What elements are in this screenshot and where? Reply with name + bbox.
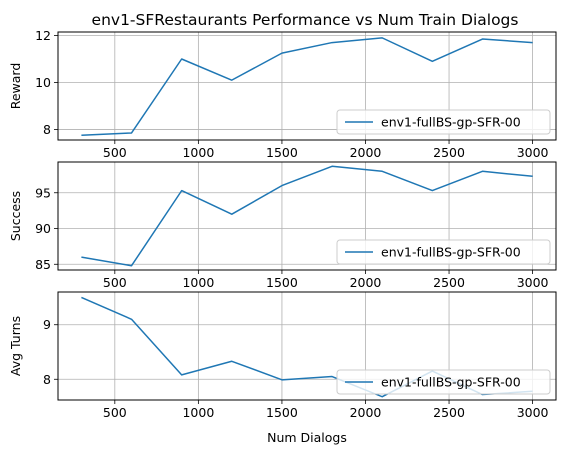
x-tick-label: 1500	[266, 405, 298, 420]
x-tick-label: 2500	[433, 145, 465, 160]
y-tick-label: 10	[35, 75, 51, 90]
y-tick-label: 85	[35, 257, 51, 272]
chart-title: env1-SFRestaurants Performance vs Num Tr…	[92, 11, 519, 29]
subplot-3: 500 1000 1500 2000 2500 3000 8 9 Avg Turns Num Di…	[8, 291, 557, 445]
y-axis-label: Reward	[8, 63, 23, 110]
legend-box	[336, 239, 551, 265]
axes-frame	[57, 31, 557, 141]
x-tick-label: 1000	[182, 145, 214, 160]
series-line	[81, 37, 533, 137]
y-tick-label: 12	[35, 28, 51, 43]
axes-frame	[57, 291, 557, 401]
y-tick-label: 8	[43, 372, 51, 387]
legend: env1-fullBS-gp-SFR-00	[336, 369, 551, 395]
y-tick-label: 9	[43, 317, 51, 332]
x-tick-label: 1500	[266, 275, 298, 290]
y-tick-label: 95	[35, 185, 51, 200]
x-tick-label: 1000	[182, 405, 214, 420]
y-axis-label: Success	[8, 191, 23, 241]
series-line	[81, 165, 533, 267]
x-tick-label: 2500	[433, 405, 465, 420]
x-tick-label: 500	[103, 405, 127, 420]
legend: env1-fullBS-gp-SFR-00	[336, 109, 551, 135]
x-tick-label: 2500	[433, 275, 465, 290]
x-tick-label: 1000	[182, 275, 214, 290]
subplot-1: 500 1000 1500 2000 2500 3000 8 10 12 Reward env1-f…	[8, 28, 557, 160]
x-tick-label: 2000	[350, 405, 382, 420]
y-tick-label: 90	[35, 221, 51, 236]
legend-label: env1-fullBS-gp-SFR-00	[381, 245, 521, 260]
x-tick-label: 3000	[517, 405, 549, 420]
legend-label: env1-fullBS-gp-SFR-00	[381, 115, 521, 130]
x-tick-label: 3000	[517, 145, 549, 160]
x-tick-label: 1500	[266, 145, 298, 160]
legend-box	[336, 109, 551, 135]
y-tick-label: 8	[43, 122, 51, 137]
legend-box	[336, 369, 551, 395]
y-axis-label: Avg Turns	[8, 316, 23, 376]
x-tick-label: 3000	[517, 275, 549, 290]
x-axis-label: Num Dialogs	[267, 430, 347, 445]
axes-frame	[57, 161, 557, 271]
legend-label: env1-fullBS-gp-SFR-00	[381, 375, 521, 390]
legend: env1-fullBS-gp-SFR-00	[336, 239, 551, 265]
x-tick-label: 2000	[350, 145, 382, 160]
subplot-2: 500 1000 1500 2000 2500 3000 85 90 95 Success env1…	[8, 161, 557, 290]
x-tick-label: 500	[103, 145, 127, 160]
x-tick-label: 500	[103, 275, 127, 290]
x-tick-label: 2000	[350, 275, 382, 290]
